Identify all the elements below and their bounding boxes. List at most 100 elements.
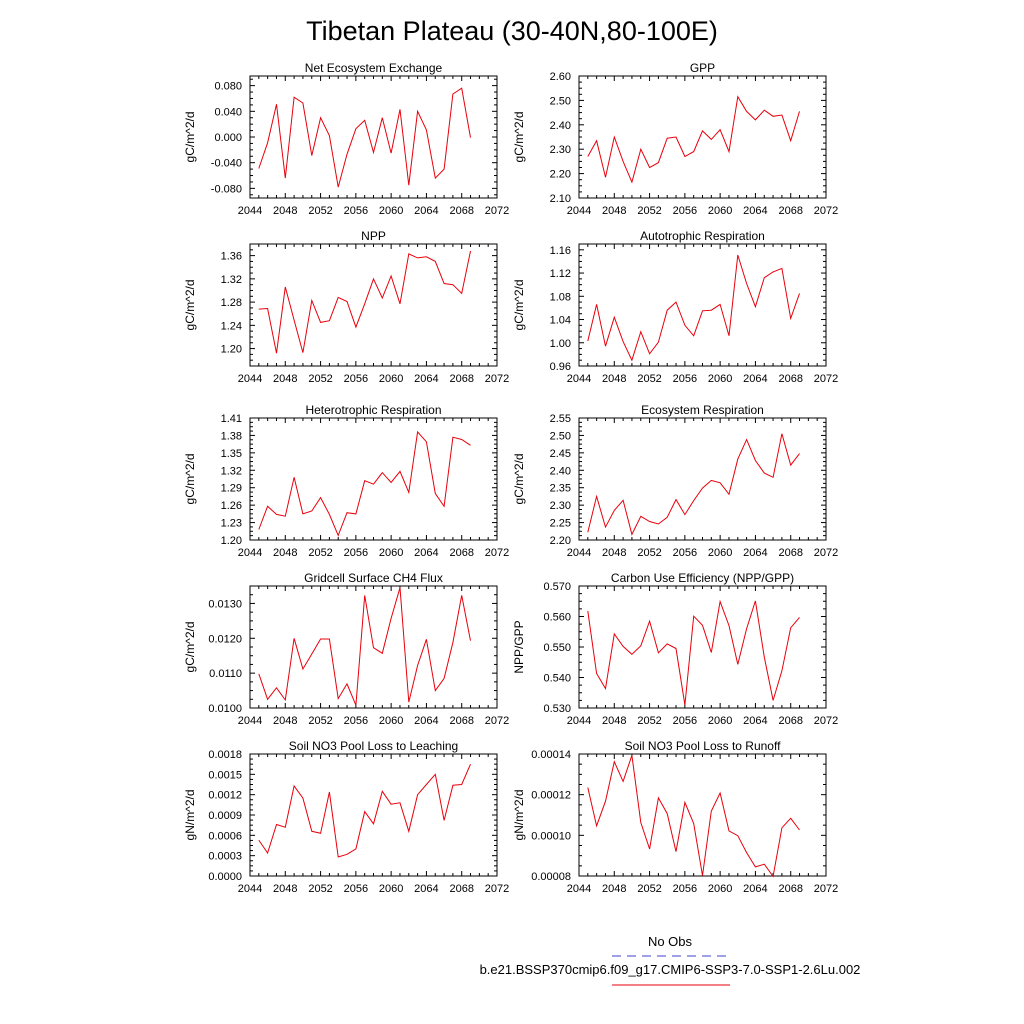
x-tick-label: 2072 — [814, 547, 838, 559]
x-tick-label: 2052 — [637, 883, 661, 895]
panel-title: NPP — [361, 229, 386, 243]
x-tick-label: 2072 — [485, 547, 509, 559]
x-tick-label: 2044 — [567, 883, 591, 895]
panel-title: Gridcell Surface CH4 Flux — [304, 571, 443, 585]
legend-label-model: b.e21.BSSP370cmip6.f09_g17.CMIP6-SSP3-7.… — [480, 962, 861, 977]
x-tick-label: 2048 — [273, 547, 297, 559]
x-tick-label: 2060 — [379, 547, 403, 559]
y-tick-label: 2.30 — [550, 144, 571, 156]
x-tick-label: 2068 — [778, 373, 802, 385]
y-tick-label: 0.0100 — [208, 703, 242, 715]
x-tick-label: 2068 — [778, 547, 802, 559]
y-tick-label: 1.32 — [221, 274, 242, 286]
y-tick-label: 0.0006 — [208, 830, 242, 842]
panel-2: NPP 2044 2048 2052 2056 2060 2064 2068 2072 1.20 1… — [183, 229, 509, 385]
x-tick-label: 2060 — [379, 715, 403, 727]
y-tick-label: 0.080 — [214, 81, 242, 93]
plot-frame — [249, 417, 498, 541]
y-tick-label: 0.0120 — [208, 633, 242, 645]
y-tick-label: 0.96 — [550, 361, 571, 373]
y-tick-label: 0.00008 — [531, 871, 571, 883]
x-tick-label: 2044 — [238, 883, 262, 895]
x-tick-label: 2060 — [708, 205, 732, 217]
x-tick-label: 2048 — [602, 373, 626, 385]
x-tick-label: 2060 — [708, 373, 732, 385]
panel-title: Soil NO3 Pool Loss to Leaching — [289, 739, 458, 753]
panel-3: Autotrophic Respiration 2044 2048 2052 2056 2… — [512, 229, 838, 385]
panel-6: Gridcell Surface CH4 Flux 2044 2048 2052 205… — [183, 571, 509, 727]
x-tick-label: 2048 — [602, 883, 626, 895]
x-tick-label: 2052 — [308, 205, 332, 217]
x-tick-label: 2044 — [238, 373, 262, 385]
x-tick-label: 2048 — [273, 373, 297, 385]
x-tick-label: 2060 — [708, 547, 732, 559]
plot-frame — [249, 243, 498, 367]
y-tick-label: 2.25 — [550, 518, 571, 530]
x-tick-label: 2064 — [743, 715, 767, 727]
y-axis-label: NPP/GPP — [512, 620, 526, 673]
legend-label-obs: No Obs — [648, 934, 693, 949]
x-tick-label: 2064 — [743, 547, 767, 559]
x-tick-label: 2056 — [344, 373, 368, 385]
y-tick-label: 1.24 — [221, 320, 242, 332]
y-tick-label: 2.30 — [550, 500, 571, 512]
y-tick-label: 0.0018 — [208, 749, 242, 761]
x-tick-label: 2072 — [814, 373, 838, 385]
x-tick-label: 2072 — [814, 883, 838, 895]
x-tick-label: 2060 — [379, 373, 403, 385]
x-tick-label: 2064 — [414, 373, 438, 385]
series-line — [587, 95, 800, 184]
plot-frame — [578, 243, 827, 367]
y-tick-label: 2.60 — [550, 71, 571, 83]
y-tick-label: 0.000 — [214, 132, 242, 144]
x-tick-label: 2048 — [602, 205, 626, 217]
x-tick-label: 2052 — [637, 373, 661, 385]
y-tick-label: 1.32 — [221, 465, 242, 477]
x-tick-label: 2048 — [602, 715, 626, 727]
panel-0: Net Ecosystem Exchange 2044 2048 2052 2056 20… — [183, 61, 509, 217]
y-tick-label: 1.20 — [221, 344, 242, 356]
x-tick-label: 2044 — [567, 715, 591, 727]
series-line — [258, 430, 471, 537]
y-axis-label: gC/m^2/d — [183, 622, 197, 673]
y-tick-label: 0.040 — [214, 106, 242, 118]
x-tick-label: 2060 — [379, 205, 403, 217]
x-tick-label: 2072 — [485, 883, 509, 895]
panel-title: Net Ecosystem Exchange — [305, 61, 443, 75]
y-tick-label: 2.55 — [550, 413, 571, 425]
panel-title: Soil NO3 Pool Loss to Runoff — [625, 739, 782, 753]
y-tick-label: 2.20 — [550, 169, 571, 181]
x-tick-label: 2052 — [308, 373, 332, 385]
panel-8: Soil NO3 Pool Loss to Leaching 2044 2048 20… — [183, 739, 509, 895]
y-tick-label: 0.0130 — [208, 598, 242, 610]
x-tick-label: 2052 — [308, 715, 332, 727]
y-tick-label: 1.16 — [550, 245, 571, 257]
series-line — [587, 599, 800, 706]
y-tick-label: 1.38 — [221, 430, 242, 442]
x-tick-label: 2060 — [708, 883, 732, 895]
panel-4: Heterotrophic Respiration 2044 2048 2052 205… — [183, 403, 509, 559]
y-tick-label: 0.550 — [543, 642, 571, 654]
x-tick-label: 2048 — [273, 883, 297, 895]
x-tick-label: 2044 — [238, 547, 262, 559]
x-tick-label: 2072 — [814, 715, 838, 727]
panel-title: GPP — [690, 61, 715, 75]
y-tick-label: 2.50 — [550, 430, 571, 442]
y-tick-label: 1.29 — [221, 483, 242, 495]
x-tick-label: 2048 — [273, 205, 297, 217]
y-tick-label: 1.20 — [221, 535, 242, 547]
y-axis-label: gN/m^2/d — [512, 790, 526, 841]
x-tick-label: 2064 — [414, 547, 438, 559]
panel-title: Ecosystem Respiration — [641, 403, 764, 417]
y-tick-label: 0.560 — [543, 612, 571, 624]
x-tick-label: 2068 — [449, 883, 473, 895]
x-tick-label: 2068 — [778, 715, 802, 727]
y-tick-label: 0.0015 — [208, 769, 242, 781]
y-tick-label: 2.35 — [550, 483, 571, 495]
y-tick-label: 1.04 — [550, 315, 571, 327]
y-axis-label: gC/m^2/d — [183, 112, 197, 163]
x-tick-label: 2044 — [238, 205, 262, 217]
y-tick-label: 0.00014 — [531, 749, 571, 761]
y-tick-label: 0.0000 — [208, 871, 242, 883]
x-tick-label: 2056 — [673, 205, 697, 217]
